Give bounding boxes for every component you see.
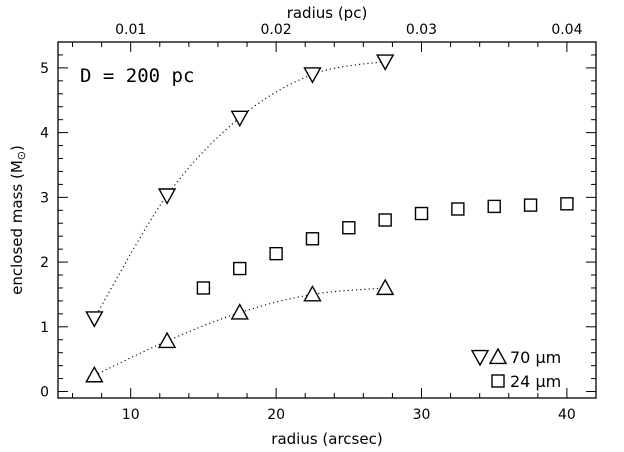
x-tick-label: 40 <box>558 407 576 423</box>
x-tick-label: 30 <box>413 407 431 423</box>
legend-marker-triangle-up <box>488 347 508 365</box>
data-point-triangle-down <box>230 110 249 128</box>
data-point-triangle-down <box>375 54 395 71</box>
data-point-square <box>305 232 320 246</box>
data-point-square <box>451 202 465 216</box>
y-tick-label: 4 <box>40 126 49 142</box>
y-axis-label-close: ) <box>8 145 26 151</box>
data-point-triangle-down <box>157 188 177 205</box>
series-line <box>94 287 386 376</box>
x-tick-label: 10 <box>122 407 140 423</box>
axis-ticks: 10 20 30 40 0.01 0.02 0.03 0.04 0 1 2 3 4 5 <box>40 22 597 423</box>
data-point-square <box>269 246 283 261</box>
top-x-tick-label: 0.04 <box>551 22 582 38</box>
data-point-square <box>523 198 538 212</box>
data-point-square <box>233 261 247 276</box>
data-point-square <box>378 213 392 227</box>
legend-label: 24 μm <box>510 372 561 391</box>
data-point-square <box>342 221 356 235</box>
y-tick-label: 5 <box>40 61 49 77</box>
data-point-square <box>487 199 501 214</box>
legend-label: 70 μm <box>510 348 561 367</box>
y-tick-label: 2 <box>40 255 49 271</box>
solar-mass-subscript: ⊙ <box>15 151 28 160</box>
top-x-tick-label: 0.02 <box>261 22 292 38</box>
series-triangle-down <box>85 54 395 328</box>
legend: 70 μm 24 μm <box>470 347 561 391</box>
data-point-triangle-up <box>230 303 249 320</box>
y-axis-label: enclosed mass (M⊙) <box>8 145 28 295</box>
data-point-square <box>560 197 574 211</box>
data-point-triangle-up <box>85 365 104 383</box>
data-point-triangle-up <box>303 284 322 302</box>
x-tick-label: 20 <box>267 407 285 423</box>
plot-frame <box>57 41 597 399</box>
series-triangle-up <box>85 278 395 383</box>
series-layer <box>85 54 574 383</box>
top-x-tick-label: 0.01 <box>115 22 146 38</box>
y-tick-label: 3 <box>40 190 49 206</box>
data-point-square <box>196 281 211 295</box>
y-tick-label: 0 <box>40 385 49 401</box>
bottom-axis-label: radius (arcsec) <box>271 430 382 448</box>
series-line <box>93 60 386 319</box>
top-x-tick-label: 0.03 <box>406 22 437 38</box>
data-point-triangle-up <box>157 331 177 349</box>
y-axis-label-text: enclosed mass (M <box>8 160 26 295</box>
top-axis-label: radius (pc) <box>287 4 368 22</box>
data-point-square <box>414 206 429 221</box>
data-point-triangle-down <box>85 311 104 328</box>
distance-annotation: D = 200 pc <box>80 65 194 87</box>
svg-text:enclosed mass (M⊙): enclosed mass (M⊙) <box>8 145 28 295</box>
data-point-triangle-down <box>303 67 322 84</box>
y-tick-label: 1 <box>40 320 49 336</box>
data-point-triangle-up <box>375 278 395 296</box>
legend-marker-triangle-down <box>470 349 490 367</box>
series-square <box>196 197 574 295</box>
legend-marker-square <box>491 374 505 388</box>
